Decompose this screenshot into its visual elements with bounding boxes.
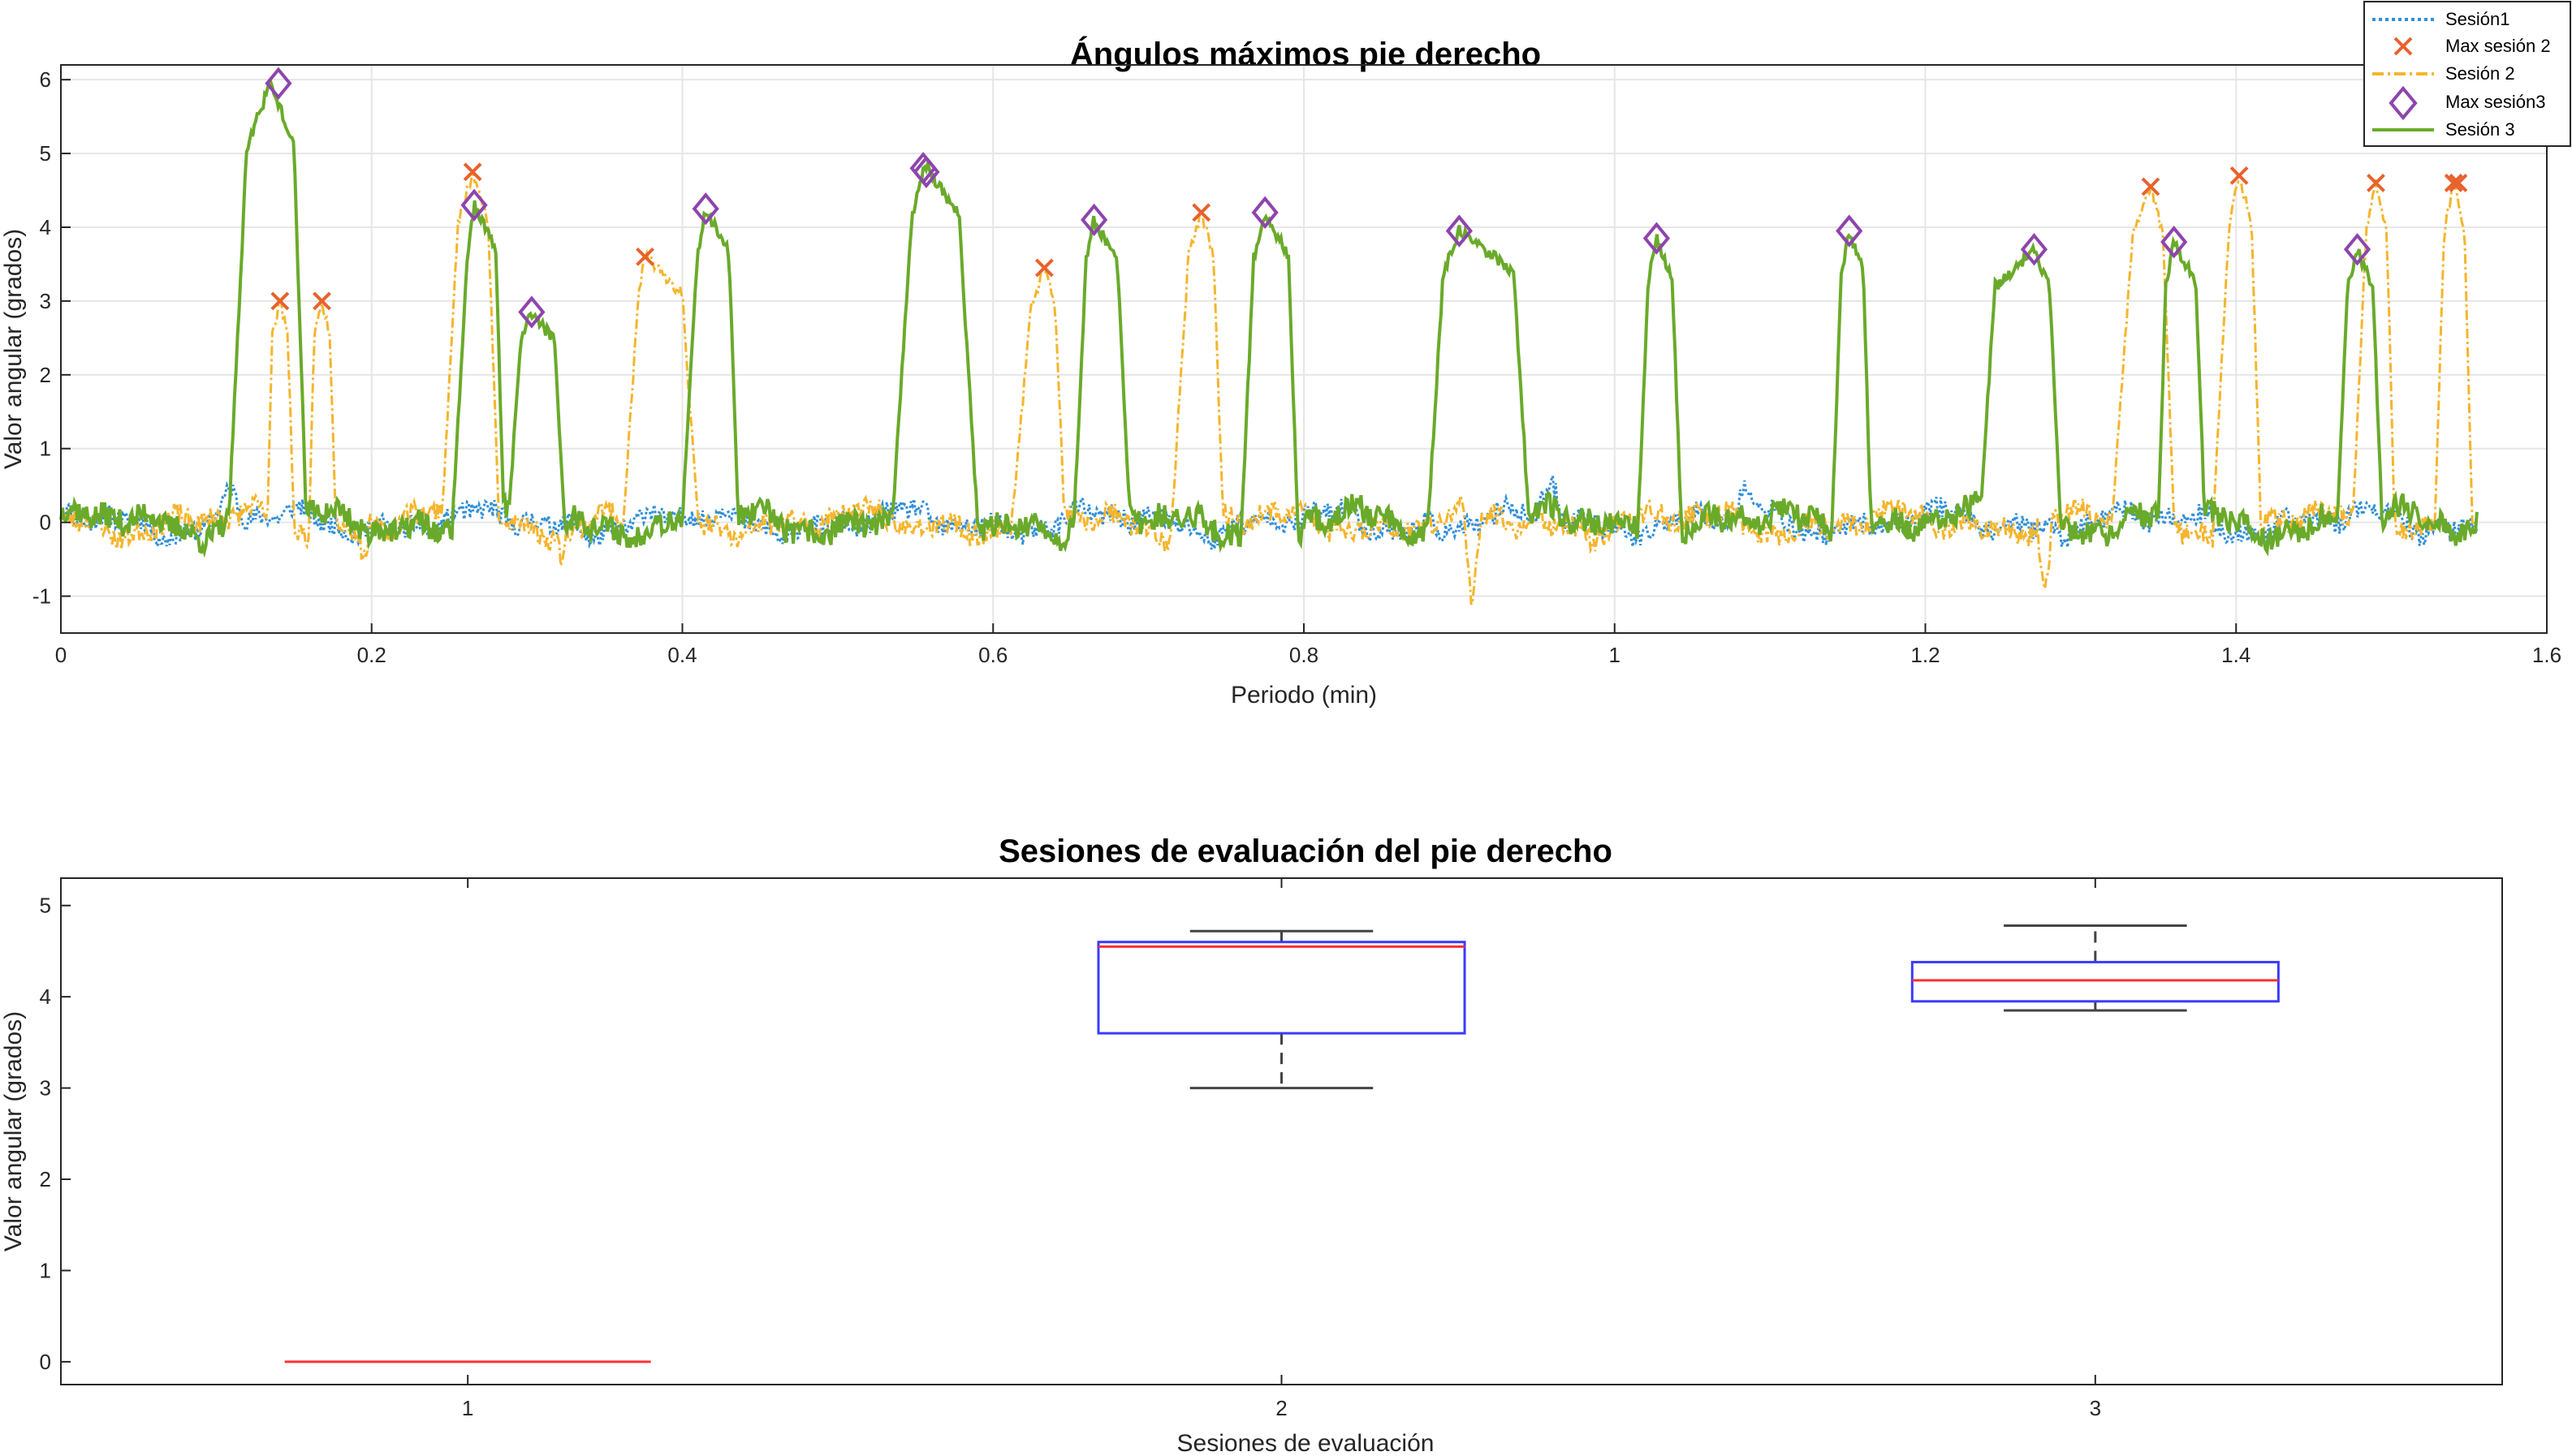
- max-sesion2-marker: [2141, 177, 2160, 196]
- max-sesion3-marker: [2020, 233, 2048, 266]
- max-sesion3-marker: [518, 295, 546, 329]
- top-y-axis-label: Valor angular (grados): [0, 229, 27, 469]
- max-sesion3-marker: [2160, 226, 2188, 259]
- top-x-tick-label: 0: [55, 643, 67, 667]
- max-sesion2-marker: [270, 291, 290, 311]
- bottom-y-tick-label: 1: [40, 1258, 51, 1282]
- bottom-ticks: 0 1 2 3 4 5 1 2 3: [40, 878, 2101, 1420]
- box-iqr: [1910, 960, 2280, 1003]
- bottom-y-tick-label: 2: [40, 1167, 51, 1191]
- top-series: [59, 78, 2479, 605]
- max-sesion3-marker: [913, 155, 940, 188]
- bottom-chart-title: Sesiones de evaluación del pie derecho: [999, 834, 1612, 869]
- max-sesion3-marker: [1251, 196, 1279, 229]
- top-y-tick-label: 6: [40, 67, 51, 92]
- bottom-x-tick-label: 1: [462, 1396, 473, 1420]
- series-line-sesion2: [59, 170, 2479, 605]
- legend-item-sesion1: Sesión1: [2372, 9, 2510, 29]
- bottom-y-tick-label: 0: [40, 1350, 51, 1374]
- legend-label-sesion1: Sesión1: [2445, 9, 2510, 29]
- top-ticks: 0 0.2 0.4 0.6 0.8 1 1.2 1.4 1.6 -1 0 1 2 3 4 5 6: [32, 67, 2561, 667]
- top-y-tick-label: 1: [40, 437, 51, 461]
- legend-label-max-sesion2: Max sesión 2: [2445, 36, 2551, 56]
- legend-item-sesion3: Sesión 3: [2372, 119, 2515, 140]
- top-x-axis-label: Periodo (min): [1231, 682, 1377, 709]
- top-chart: Ángulos máximos pie derecho 0 0.2 0.4 0.6 0.…: [0, 1, 2571, 709]
- top-markers: [265, 67, 2468, 329]
- legend-item-max-sesion3: Max sesión3: [2389, 85, 2546, 121]
- top-x-tick-label: 0.6: [978, 643, 1008, 667]
- legend-item-sesion2: Sesión 2: [2372, 63, 2515, 84]
- max-sesion3-marker: [1445, 214, 1473, 248]
- box-session-3: [1910, 924, 2280, 1012]
- bottom-chart: Sesiones de evaluación del pie derecho 0…: [0, 834, 2503, 1456]
- series-line-sesion3: [59, 78, 2479, 558]
- bottom-x-tick-label: 2: [1275, 1396, 1287, 1420]
- legend-label-sesion3: Sesión 3: [2445, 119, 2515, 140]
- top-x-tick-label: 0.2: [357, 643, 386, 667]
- box-session-2: [1097, 929, 1466, 1090]
- max-sesion3-marker: [1836, 214, 1863, 248]
- max-sesion2-marker: [636, 247, 654, 266]
- box-iqr: [1097, 941, 1466, 1035]
- max-sesion3-marker: [692, 192, 719, 226]
- bottom-y-axis-label: Valor angular (grados): [0, 1011, 27, 1251]
- top-x-tick-label: 0.4: [667, 643, 697, 667]
- bottom-x-tick-label: 3: [2090, 1396, 2101, 1420]
- max-sesion2-marker: [2367, 174, 2385, 192]
- max-sesion2-marker: [2229, 166, 2249, 185]
- top-x-tick-label: 1.2: [1910, 643, 1940, 667]
- top-x-tick-label: 1.4: [2221, 643, 2250, 667]
- max-sesion2-marker: [2449, 174, 2468, 192]
- max-sesion2-marker: [2444, 174, 2463, 192]
- max-sesion2-marker: [313, 291, 331, 311]
- legend: Sesión1 Max sesión 2 Sesión 2 Max sesión…: [2363, 1, 2571, 147]
- max-sesion3-marker: [1081, 203, 1108, 237]
- bottom-y-tick-label: 3: [40, 1076, 51, 1101]
- top-y-tick-label: 0: [40, 510, 51, 535]
- top-x-tick-label: 1: [1609, 643, 1620, 667]
- top-chart-title: Ángulos máximos pie derecho: [1070, 36, 1541, 72]
- top-y-tick-label: 5: [40, 141, 51, 166]
- legend-label-max-sesion3: Max sesión3: [2445, 92, 2546, 112]
- bottom-x-axis-label: Sesiones de evaluación: [1177, 1430, 1435, 1456]
- bottom-y-tick-label: 5: [40, 894, 51, 918]
- bottom-boxes: [284, 924, 2280, 1363]
- bottom-y-tick-label: 4: [40, 984, 51, 1009]
- top-y-tick-label: 2: [40, 363, 51, 387]
- max-sesion2-marker: [463, 162, 482, 182]
- legend-label-sesion2: Sesión 2: [2445, 63, 2515, 84]
- top-y-tick-label: -1: [32, 584, 51, 609]
- max-sesion3-marker: [1642, 222, 1671, 255]
- max-sesion3-marker: [265, 67, 292, 100]
- max-sesion3-marker: [460, 188, 488, 222]
- top-y-tick-label: 4: [40, 215, 51, 239]
- top-x-tick-label: 0.8: [1289, 643, 1318, 667]
- max-sesion2-marker: [1192, 203, 1211, 222]
- top-y-tick-label: 3: [40, 289, 51, 313]
- legend-item-max-sesion2: Max sesión 2: [2393, 36, 2551, 56]
- top-x-tick-label: 1.6: [2532, 643, 2561, 667]
- max-sesion2-marker: [1034, 258, 1054, 278]
- max-sesion3-marker: [2343, 233, 2371, 266]
